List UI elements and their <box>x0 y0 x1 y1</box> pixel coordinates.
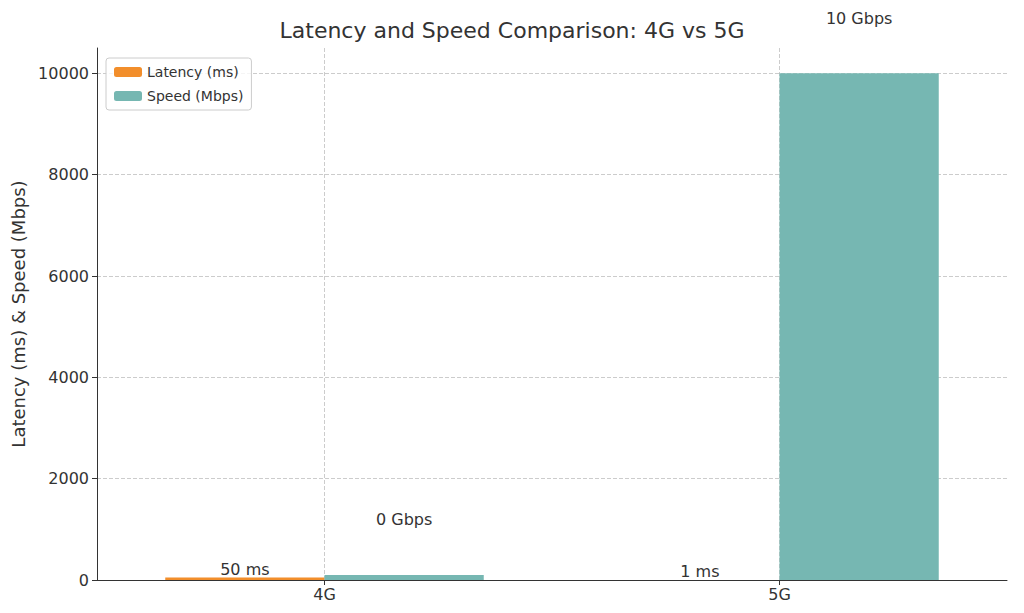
svg-text:10000: 10000 <box>38 64 89 83</box>
svg-text:4G: 4G <box>313 585 336 604</box>
svg-text:Latency (ms): Latency (ms) <box>147 64 239 80</box>
svg-text:Latency and Speed Comparison:: Latency and Speed Comparison: 4G vs 5G <box>280 18 745 43</box>
svg-text:Speed (Mbps): Speed (Mbps) <box>147 88 243 104</box>
svg-text:8000: 8000 <box>48 165 89 184</box>
svg-text:Latency (ms) & Speed (Mbps): Latency (ms) & Speed (Mbps) <box>8 180 29 447</box>
svg-text:2000: 2000 <box>48 469 89 488</box>
svg-text:5G: 5G <box>768 585 791 604</box>
svg-text:1 ms: 1 ms <box>680 562 719 581</box>
svg-text:6000: 6000 <box>48 267 89 286</box>
svg-text:10 Gbps: 10 Gbps <box>826 9 893 28</box>
svg-text:0 Gbps: 0 Gbps <box>376 510 432 529</box>
svg-text:4000: 4000 <box>48 368 89 387</box>
svg-text:0: 0 <box>79 571 89 590</box>
svg-text:50 ms: 50 ms <box>220 560 269 579</box>
